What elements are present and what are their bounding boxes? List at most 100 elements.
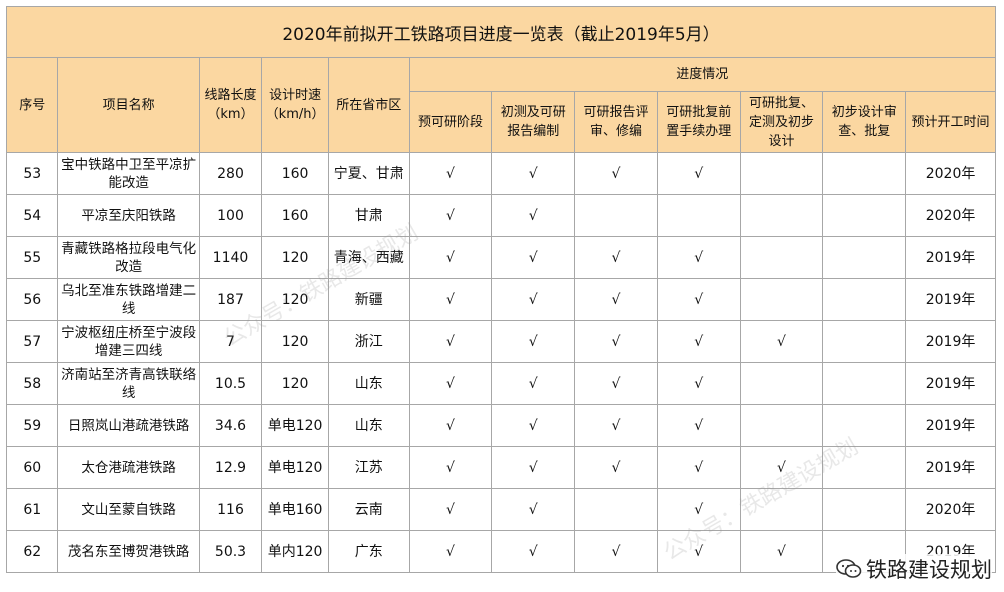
table-row: 53 宝中铁路中卫至平凉扩能改造 280 160 宁夏、甘肃 √ √ √ √ 2020年 [5,152,996,195]
row-speed: 单电120 [261,404,329,447]
stage-3-cell: √ [574,530,658,573]
row-province: 广东 [327,530,410,573]
check-mark: √ [528,165,538,182]
check-mark: √ [611,417,621,434]
stage-4-cell: √ [656,446,741,489]
row-province: 新疆 [327,278,410,321]
stage-4-cell: √ [656,152,741,195]
stage-6-cell [822,488,907,531]
row-project-name: 太仓港疏港铁路 [57,446,200,489]
row-start-time: 2019年 [905,236,996,279]
stage-5-cell: √ [739,320,824,363]
progress-table: 2020年前拟开工铁路项目进度一览表（截止2019年5月） 序号 项目名称 线路… [5,6,997,573]
check-mark: √ [446,165,455,182]
check-mark: √ [611,165,621,182]
row-seq: 56 [5,278,59,321]
row-speed: 120 [261,236,329,279]
check-mark: √ [611,375,621,392]
row-seq: 57 [5,320,59,363]
row-project-name: 济南站至济青高铁联络线 [57,362,200,405]
row-start-time: 2019年 [905,362,996,405]
check-mark: √ [528,249,538,266]
row-speed: 单电160 [261,488,329,531]
table-row: 62 茂名东至博贺港铁路 50.3 单内120 广东 √ √ √ √ √ 2019年 [5,530,996,573]
row-province: 云南 [327,488,410,531]
stage-1-cell: √ [408,320,493,363]
wechat-icon [836,559,862,578]
wechat-brand-badge: 铁路建设规划 [836,554,992,584]
check-mark: √ [694,543,704,560]
stage-2-cell: √ [491,320,576,363]
stage-3-cell: √ [574,446,658,489]
row-province: 山东 [327,404,410,447]
row-project-name: 平凉至庆阳铁路 [57,194,200,237]
stage-2-cell: √ [491,362,576,405]
check-mark: √ [777,333,786,350]
check-mark: √ [694,333,704,350]
row-length: 12.9 [198,446,263,489]
stage-1-cell: √ [408,362,493,405]
check-mark: √ [694,291,704,308]
row-province: 山东 [327,362,410,405]
row-province: 浙江 [327,320,410,363]
stage-1-cell: √ [408,446,493,489]
row-length: 116 [198,488,263,531]
row-speed: 120 [261,278,329,321]
stage-6-cell [822,194,907,237]
stage-6-cell [822,278,907,321]
row-length: 280 [198,152,263,195]
row-project-name: 文山至蒙自铁路 [57,488,200,531]
stage-1-cell: √ [408,278,493,321]
row-length: 1140 [198,236,263,279]
row-seq: 53 [5,152,59,195]
header-stage-3: 可研报告评审、修编 [574,91,658,153]
row-seq: 60 [5,446,59,489]
stage-3-cell: √ [574,152,658,195]
stage-5-cell [739,236,824,279]
table-row: 55 青藏铁路格拉段电气化改造 1140 120 青海、西藏 √ √ √ √ 2019年 [5,236,996,279]
check-mark: √ [611,291,621,308]
stage-5-cell [739,404,824,447]
stage-2-cell: √ [491,530,576,573]
stage-2-cell: √ [491,278,576,321]
stage-4-cell: √ [656,488,741,531]
stage-2-cell: √ [491,488,576,531]
stage-4-cell: √ [656,362,741,405]
check-mark: √ [611,459,621,476]
stage-6-cell [822,236,907,279]
stage-3-cell: √ [574,404,658,447]
header-length: 线路长度（km） [198,57,263,153]
stage-3-cell [574,488,658,531]
header-seq: 序号 [5,57,59,153]
row-project-name: 乌北至准东铁路增建二线 [57,278,200,321]
header-province: 所在省市区 [327,57,410,153]
check-mark: √ [446,501,455,518]
table-row: 60 太仓港疏港铁路 12.9 单电120 江苏 √ √ √ √ √ 2019年 [5,446,996,489]
table-row: 56 乌北至准东铁路增建二线 187 120 新疆 √ √ √ √ 2019年 [5,278,996,321]
row-province: 青海、西藏 [327,236,410,279]
check-mark: √ [446,291,455,308]
check-mark: √ [446,333,455,350]
row-start-time: 2019年 [905,278,996,321]
check-mark: √ [528,501,538,518]
check-mark: √ [446,207,455,224]
header-stage-4: 可研批复前置手续办理 [656,91,741,153]
row-length: 34.6 [198,404,263,447]
row-length: 7 [198,320,263,363]
row-length: 187 [198,278,263,321]
row-start-time: 2020年 [905,194,996,237]
check-mark: √ [446,375,455,392]
check-mark: √ [528,417,538,434]
row-seq: 59 [5,404,59,447]
stage-2-cell: √ [491,194,576,237]
stage-2-cell: √ [491,152,576,195]
row-start-time: 2019年 [905,404,996,447]
row-project-name: 宝中铁路中卫至平凉扩能改造 [57,152,200,195]
row-project-name: 宁波枢纽庄桥至宁波段增建三四线 [57,320,200,363]
row-length: 100 [198,194,263,237]
check-mark: √ [611,249,621,266]
stage-1-cell: √ [408,404,493,447]
check-mark: √ [694,375,704,392]
check-mark: √ [446,459,455,476]
row-speed: 单电120 [261,446,329,489]
